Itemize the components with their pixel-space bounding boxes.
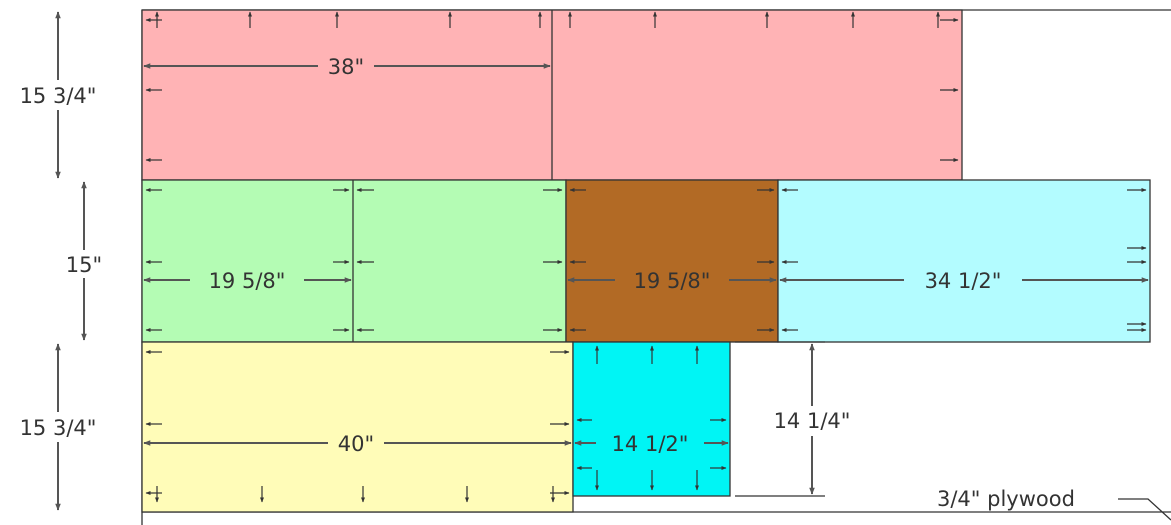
top-width-label: 38" — [328, 55, 364, 79]
cyan-height-label: 14 1/4" — [774, 409, 851, 433]
cyan-width-label: 14 1/2" — [612, 432, 689, 456]
grain-tick-marks — [145, 11, 1147, 503]
yellow-panel — [141, 341, 574, 513]
top-height-label: 15 3/4" — [20, 84, 97, 108]
green-width-label: 19 5/8" — [209, 269, 286, 293]
brown-panel — [565, 179, 779, 343]
light-cyan-panel — [777, 179, 1151, 343]
green-panel — [141, 179, 567, 343]
middle-height-label: 15" — [66, 253, 102, 277]
light-cyan-width-label: 34 1/2" — [925, 269, 1002, 293]
material-leader-line — [1118, 498, 1171, 521]
material-label: 3/4" plywood — [937, 487, 1075, 511]
bottom-height-label: 15 3/4" — [20, 416, 97, 440]
brown-width-label: 19 5/8" — [634, 269, 711, 293]
yellow-width-label: 40" — [338, 432, 374, 456]
